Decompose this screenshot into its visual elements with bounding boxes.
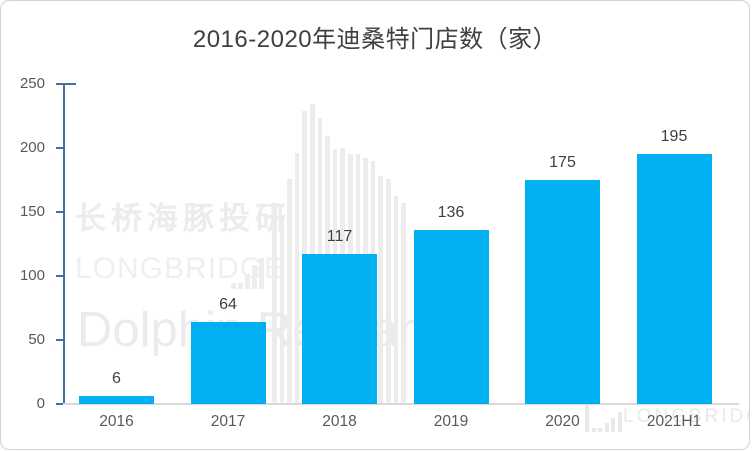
waveform-watermark-bar <box>272 203 277 403</box>
x-axis-category-label: 2021H1 <box>646 413 702 430</box>
x-axis-category-label: 2018 <box>322 413 357 430</box>
waveform-watermark-bar <box>287 179 292 403</box>
equalizer-icon <box>591 428 596 432</box>
y-axis-tick-mark <box>56 339 63 341</box>
bar-value-label: 136 <box>437 203 465 221</box>
waveform-watermark-bar <box>401 203 406 403</box>
equalizer-icon <box>231 283 236 289</box>
waveform-watermark-bar <box>386 179 391 403</box>
bar <box>190 322 266 404</box>
x-axis-category-label: 2019 <box>433 413 469 430</box>
y-axis-tick-label: 100 <box>19 267 45 284</box>
bar <box>302 254 377 404</box>
watermark-chinese-text: 长桥海豚投研 <box>75 201 291 236</box>
equalizer-icon <box>259 258 264 289</box>
x-axis-baseline <box>63 403 739 405</box>
y-axis-tick-label: 150 <box>19 203 45 220</box>
bar-value-label: 195 <box>660 128 688 146</box>
y-axis-tick-mark <box>56 275 63 277</box>
waveform-watermark-bar <box>393 196 399 403</box>
waveform-watermark-bar <box>310 104 315 403</box>
y-axis-tick-mark <box>56 83 63 85</box>
y-axis-tick-mark <box>56 147 63 149</box>
bar-value-label: 6 <box>112 370 121 388</box>
x-axis-category-label: 2016 <box>99 413 134 430</box>
chart-title: 2016-2020年迪桑特门店数（家） <box>192 26 558 53</box>
equalizer-icon <box>245 274 250 289</box>
bar-value-label: 64 <box>219 296 237 314</box>
waveform-watermark-bar <box>294 153 300 403</box>
y-axis-line <box>63 83 65 405</box>
equalizer-icon <box>598 428 602 432</box>
equalizer-icon <box>585 405 589 432</box>
x-axis-category-label: 2020 <box>545 413 580 430</box>
y-axis-tick-mark <box>56 211 63 213</box>
y-axis-tick-label: 50 <box>28 331 45 348</box>
equalizer-icon <box>617 412 622 432</box>
equalizer-icon <box>238 283 243 289</box>
bar <box>79 396 154 404</box>
x-axis-category-label: 2017 <box>210 413 246 430</box>
equalizer-icon <box>604 423 609 432</box>
bar <box>413 229 489 404</box>
y-axis-top-tick <box>63 83 76 85</box>
y-axis-tick-mark <box>56 403 63 405</box>
bar <box>525 180 600 404</box>
equalizer-icon <box>252 265 257 289</box>
y-axis-tick-label: 250 <box>19 75 45 92</box>
bar-value-label: 175 <box>549 154 576 171</box>
equalizer-icon <box>611 418 615 432</box>
y-axis-tick-label: 200 <box>19 139 45 156</box>
y-axis-tick-label: 0 <box>36 395 45 412</box>
waveform-watermark-bar <box>378 176 383 403</box>
bar-value-label: 117 <box>326 228 353 246</box>
waveform-watermark-bar <box>279 216 285 403</box>
bar <box>636 154 712 404</box>
